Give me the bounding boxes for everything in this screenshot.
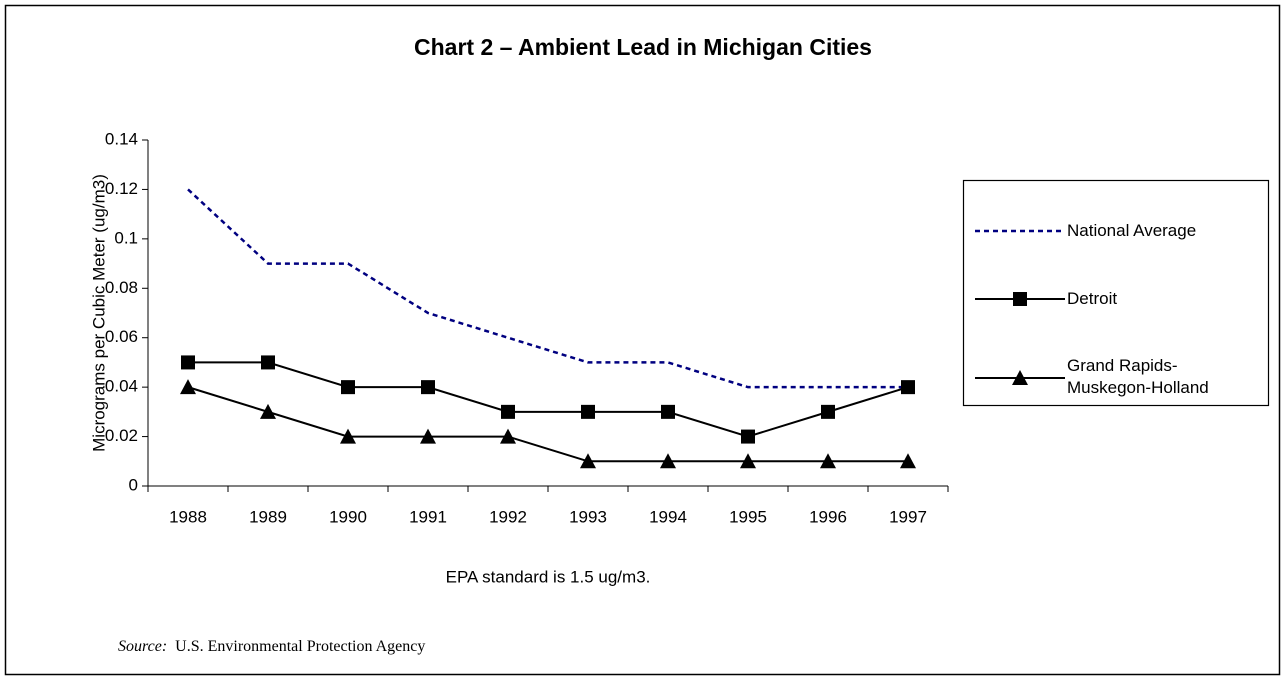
source-text: U.S. Environmental Protection Agency bbox=[175, 638, 426, 655]
y-axis-label: Micrograms per Cubic Meter (ug/m3) bbox=[89, 174, 108, 452]
y-tick-label: 0.06 bbox=[105, 327, 138, 346]
x-tick-label: 1989 bbox=[249, 507, 287, 526]
x-tick-label: 1991 bbox=[409, 507, 447, 526]
marker-triangle bbox=[660, 453, 676, 469]
marker-triangle bbox=[900, 453, 916, 469]
marker-triangle bbox=[820, 453, 836, 469]
x-tick-label: 1995 bbox=[729, 507, 767, 526]
chart-border bbox=[4, 4, 1281, 676]
x-tick-label: 1988 bbox=[169, 507, 207, 526]
marker-square bbox=[1013, 292, 1027, 306]
x-tick-label: 1994 bbox=[649, 507, 687, 526]
series-line bbox=[187, 188, 908, 389]
marker-triangle bbox=[740, 453, 756, 469]
marker-square bbox=[421, 380, 435, 395]
marker-square bbox=[181, 355, 195, 370]
x-tick-label: 1990 bbox=[329, 507, 367, 526]
y-tick-label: 0.02 bbox=[105, 426, 138, 445]
marker-square bbox=[821, 404, 835, 419]
marker-triangle bbox=[1012, 370, 1028, 385]
chart-title: Chart 2 – Ambient Lead in Michigan Citie… bbox=[414, 34, 872, 60]
x-tick-label: 1997 bbox=[889, 507, 927, 526]
series-line bbox=[188, 361, 909, 438]
legend-label: Grand Rapids-Muskegon-Holland bbox=[1067, 356, 1209, 397]
marker-square bbox=[501, 404, 515, 419]
marker-square bbox=[341, 380, 355, 395]
annotation: EPA standard is 1.5 ug/m3. bbox=[446, 567, 651, 586]
marker-square bbox=[661, 404, 675, 419]
x-tick-label: 1992 bbox=[489, 507, 527, 526]
y-tick-label: 0.04 bbox=[105, 377, 138, 396]
x-tick-label: 1993 bbox=[569, 507, 607, 526]
y-tick-label: 0.1 bbox=[114, 228, 138, 247]
marker-triangle bbox=[340, 428, 356, 444]
marker-triangle bbox=[180, 379, 196, 395]
y-tick-label: 0.08 bbox=[105, 278, 138, 297]
marker-square bbox=[741, 429, 755, 444]
y-tick-label: 0.12 bbox=[105, 179, 138, 198]
legend-label: National Average bbox=[1067, 221, 1197, 240]
series-line bbox=[187, 386, 908, 463]
marker-triangle bbox=[500, 428, 516, 444]
marker-triangle bbox=[420, 428, 436, 444]
marker-square bbox=[581, 404, 595, 419]
source: Source: U.S. Environmental Protection Ag… bbox=[118, 638, 425, 656]
source-label: Source: bbox=[118, 638, 168, 655]
y-tick-label: 0 bbox=[129, 475, 138, 494]
y-tick-label: 0.14 bbox=[105, 129, 138, 148]
marker-square bbox=[901, 380, 915, 395]
marker-triangle bbox=[580, 453, 596, 469]
x-tick-label: 1996 bbox=[809, 507, 847, 526]
marker-square bbox=[261, 355, 275, 370]
marker-triangle bbox=[260, 403, 276, 419]
legend-label: Detroit bbox=[1067, 289, 1118, 308]
